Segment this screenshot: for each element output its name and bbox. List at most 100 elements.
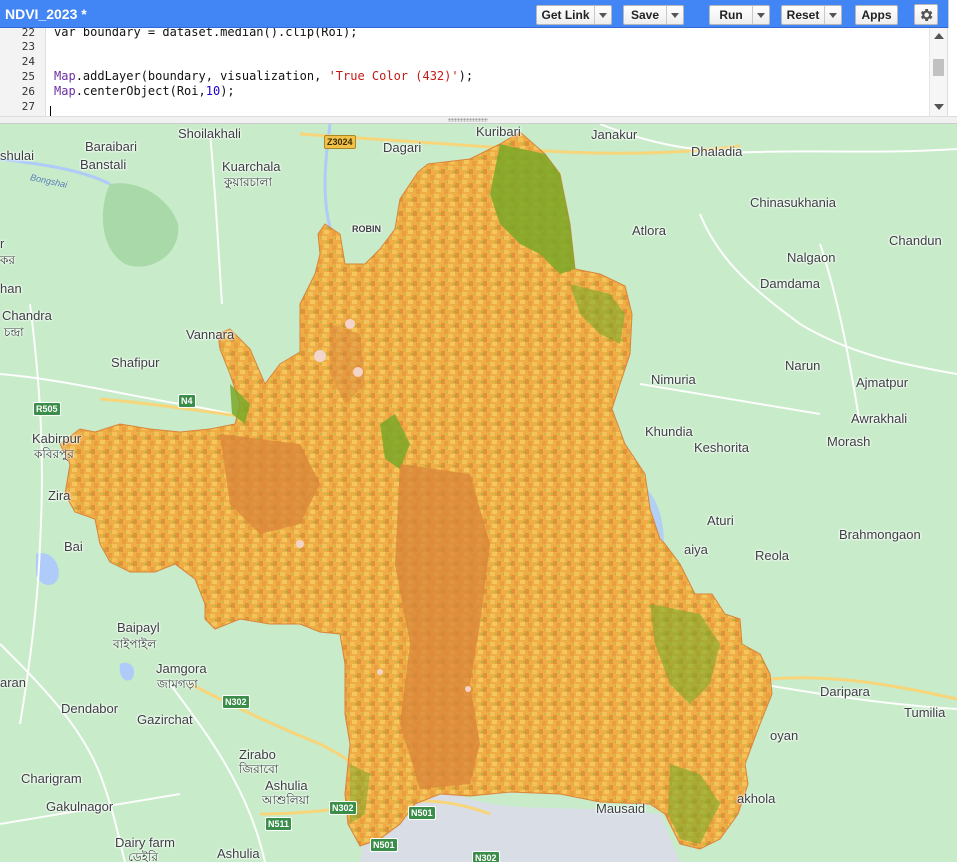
reset-label[interactable]: Reset (786, 8, 820, 22)
place-label: Jamgora (156, 661, 207, 676)
line-number: 27 (21, 100, 35, 113)
settings-button[interactable] (914, 4, 938, 25)
place-label: Vannara (186, 327, 235, 342)
lake (36, 553, 59, 586)
save-button[interactable]: Save (623, 5, 684, 25)
road-shield: R505 (33, 402, 61, 416)
panel-splitter[interactable] (0, 116, 957, 124)
drag-handle-icon[interactable] (448, 118, 488, 122)
text-cursor (50, 106, 51, 116)
line-number-gutter: 22 23 24 25 26 27 (0, 28, 46, 116)
place-label: Baipayl (117, 620, 160, 635)
gear-icon (920, 8, 933, 21)
place-label: Nalgaon (787, 250, 836, 265)
road-shield: N4 (178, 394, 196, 408)
place-label: Reola (755, 548, 789, 563)
place-label: Janakur (591, 127, 638, 142)
apps-label[interactable]: Apps (861, 8, 892, 22)
get-link-button[interactable]: Get Link (536, 5, 612, 25)
place-label: Ashulia (217, 846, 260, 861)
chevron-down-icon (671, 12, 679, 18)
place-label: Tumilia (904, 705, 946, 720)
place-label: Bai (64, 539, 83, 554)
place-label: Atlora (632, 223, 666, 238)
place-label: Awrakhali (851, 411, 908, 426)
place-label: akhola (737, 791, 776, 806)
place-label: Aturi (707, 513, 734, 528)
editor-toolbar: NDVI_2023 * Get Link Save Run Reset Apps (0, 0, 957, 28)
place-label: Mausaid (596, 801, 646, 816)
place-label: Dairy farm (115, 835, 175, 850)
code-line[interactable]: Map.centerObject(Roi,10); (54, 84, 235, 98)
place-label: Ajmatpur (856, 375, 909, 390)
code-line[interactable]: var boundary = dataset.median().clip(Roi… (54, 28, 358, 39)
line-number: 22 (21, 28, 35, 39)
place-label: shulai (0, 148, 34, 163)
place-label: Keshorita (694, 440, 749, 455)
place-label: আশুলিয়া (262, 793, 310, 807)
editor-edge (947, 28, 957, 116)
road-shield: Z3024 (324, 135, 356, 149)
code-area[interactable]: var boundary = dataset.median().clip(Roi… (54, 28, 924, 116)
park-area (102, 183, 179, 267)
road-shield: N302 (329, 801, 357, 815)
place-label: Charigram (21, 771, 82, 786)
place-label: Shafipur (111, 355, 160, 370)
road-shield: N511 (265, 817, 293, 831)
scroll-down-icon[interactable] (934, 104, 944, 110)
place-label: Daripara (820, 684, 870, 699)
place-label: Zira (48, 488, 71, 503)
place-label: Kuribari (476, 124, 521, 139)
reset-dropdown[interactable] (824, 6, 841, 24)
place-label: aran (0, 675, 27, 690)
road-shield: N501 (370, 838, 398, 852)
get-link-label[interactable]: Get Link (541, 8, 590, 22)
line-number: 26 (21, 85, 35, 98)
place-label: Narun (785, 358, 821, 373)
place-label: কর (0, 253, 15, 267)
place-label: oyan (770, 728, 799, 743)
place-label: Dagari (383, 140, 422, 155)
code-editor[interactable]: 22 23 24 25 26 27 var boundary = dataset… (0, 28, 957, 116)
place-label: Chandra (2, 308, 52, 323)
place-label: জামগড়া (157, 677, 198, 691)
place-label: Morash (827, 434, 871, 449)
map-view[interactable]: Bongshai ROBIN Z3024 R505 N4 N302 N302 N… (0, 124, 957, 862)
road-shield: N501 (408, 806, 436, 820)
place-label: Ashulia (265, 778, 308, 793)
map-basemap (0, 124, 957, 862)
poi-label: ROBIN (352, 224, 381, 234)
save-dropdown[interactable] (666, 6, 683, 24)
run-dropdown[interactable] (752, 6, 769, 24)
run-button[interactable]: Run (709, 5, 770, 25)
place-label: Khundia (645, 424, 693, 439)
scroll-thumb[interactable] (933, 59, 944, 76)
chevron-down-icon (599, 12, 607, 18)
line-number: 25 (21, 70, 35, 83)
place-label: r (0, 236, 5, 251)
scroll-up-icon[interactable] (934, 33, 944, 39)
place-label: Gakulnagor (46, 799, 114, 814)
place-label: জিরাবো (239, 762, 279, 776)
get-link-dropdown[interactable] (594, 6, 611, 24)
place-label: Kuarchala (222, 159, 281, 174)
toolbar-edge (948, 0, 957, 28)
place-label: Chinasukhania (750, 195, 837, 210)
place-label: Gazirchat (137, 712, 193, 727)
place-label: Banstali (80, 157, 127, 172)
run-label[interactable]: Run (719, 8, 743, 22)
urban-area (360, 788, 680, 862)
code-line[interactable]: Map.addLayer(boundary, visualization, 'T… (54, 69, 474, 83)
editor-scrollbar[interactable] (929, 28, 947, 116)
place-label: Dendabor (61, 701, 119, 716)
place-label: বাইপাইল (113, 637, 157, 651)
reset-button[interactable]: Reset (781, 5, 842, 25)
chevron-down-icon (757, 12, 765, 18)
place-label: han (0, 281, 22, 296)
place-label: aiya (684, 542, 708, 557)
place-label: Nimuria (651, 372, 696, 387)
save-label[interactable]: Save (630, 8, 660, 22)
place-label: Shoilakhali (178, 126, 241, 141)
place-label: ডেইরি (128, 850, 158, 862)
apps-button[interactable]: Apps (855, 5, 898, 25)
